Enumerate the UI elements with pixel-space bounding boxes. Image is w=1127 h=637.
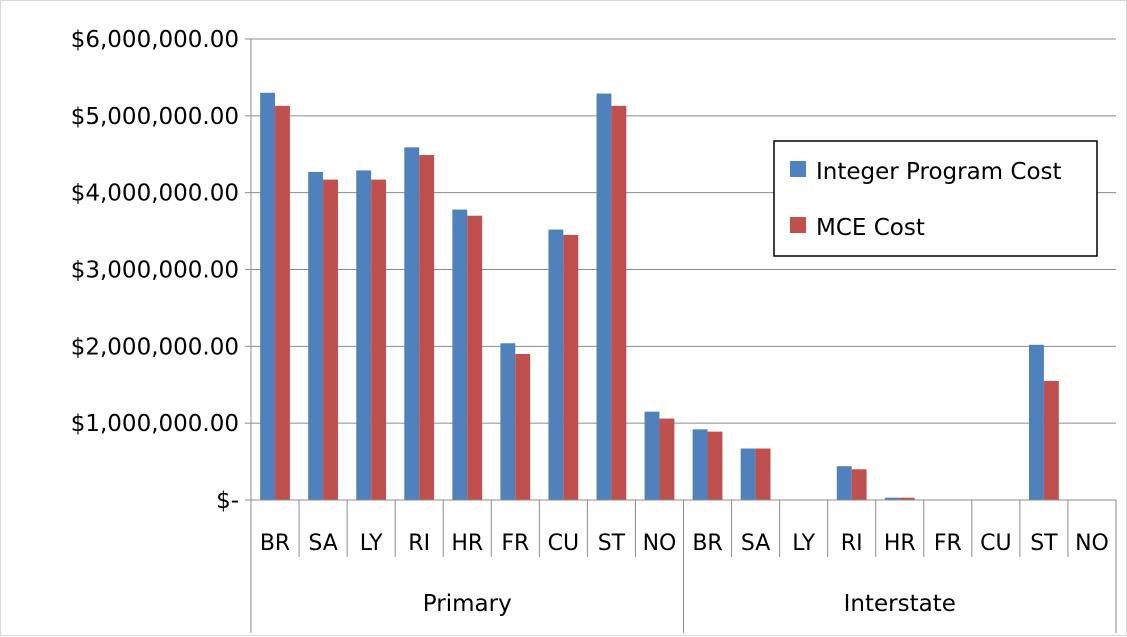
- legend-label: Integer Program Cost: [816, 159, 1062, 185]
- bar-integer-program-cost: [452, 209, 468, 500]
- bar-integer-program-cost: [356, 170, 372, 500]
- bar-integer-program-cost: [500, 343, 516, 500]
- category-label: FR: [934, 531, 962, 556]
- category-label: SA: [741, 531, 770, 556]
- y-tick-label: $2,000,000.00: [71, 334, 239, 360]
- category-label: RI: [841, 531, 863, 556]
- legend-box: [773, 140, 1098, 257]
- category-label: ST: [1030, 531, 1058, 556]
- category-label: NO: [643, 531, 677, 556]
- category-label: RI: [408, 531, 430, 556]
- y-tick-label: $3,000,000.00: [71, 258, 239, 284]
- group-label: Primary: [423, 591, 512, 617]
- bar-mce-cost: [563, 234, 579, 501]
- category-label: SA: [308, 531, 337, 556]
- category-label: NO: [1075, 531, 1109, 556]
- category-label: HR: [451, 531, 483, 556]
- y-tick-label: $5,000,000.00: [71, 104, 239, 130]
- category-label: BR: [260, 531, 290, 556]
- bar-integer-program-cost: [836, 466, 852, 500]
- category-label: ST: [598, 531, 626, 556]
- bar-mce-cost: [371, 179, 387, 501]
- bar-integer-program-cost: [884, 497, 900, 500]
- bar-mce-cost: [659, 418, 675, 500]
- bar-mce-cost: [851, 469, 867, 500]
- category-label: CU: [548, 531, 579, 556]
- bar-integer-program-cost: [548, 229, 564, 500]
- bar-integer-program-cost: [260, 92, 276, 501]
- legend-label: MCE Cost: [816, 215, 925, 241]
- y-tick-label: $6,000,000.00: [71, 27, 239, 53]
- bar-mce-cost: [275, 105, 290, 500]
- bar-mce-cost: [467, 215, 483, 500]
- bar-mce-cost: [419, 155, 435, 501]
- group-label: Interstate: [844, 591, 956, 617]
- bar-integer-program-cost: [740, 448, 756, 500]
- category-label: LY: [792, 531, 815, 556]
- bar-integer-program-cost: [1029, 344, 1044, 500]
- bar-mce-cost: [755, 448, 771, 500]
- bar-mce-cost: [1043, 380, 1059, 500]
- bar-integer-program-cost: [596, 93, 612, 500]
- bar-mce-cost: [611, 105, 627, 500]
- category-label: FR: [501, 531, 529, 556]
- bar-integer-program-cost: [404, 147, 420, 500]
- bar-integer-program-cost: [644, 411, 660, 500]
- category-label: LY: [360, 531, 383, 556]
- bar-integer-program-cost: [308, 171, 324, 500]
- legend-swatch: [790, 161, 806, 177]
- category-label: CU: [980, 531, 1011, 556]
- category-label: BR: [692, 531, 722, 556]
- bar-integer-program-cost: [692, 429, 708, 500]
- bar-mce-cost: [323, 179, 338, 501]
- y-tick-label: $-: [216, 488, 239, 514]
- category-label: HR: [884, 531, 916, 556]
- y-tick-label: $4,000,000.00: [71, 181, 239, 207]
- bar-mce-cost: [707, 431, 723, 500]
- y-tick-label: $1,000,000.00: [71, 411, 239, 437]
- bar-mce-cost: [899, 497, 915, 500]
- legend-swatch: [790, 217, 806, 233]
- bar-mce-cost: [515, 354, 531, 500]
